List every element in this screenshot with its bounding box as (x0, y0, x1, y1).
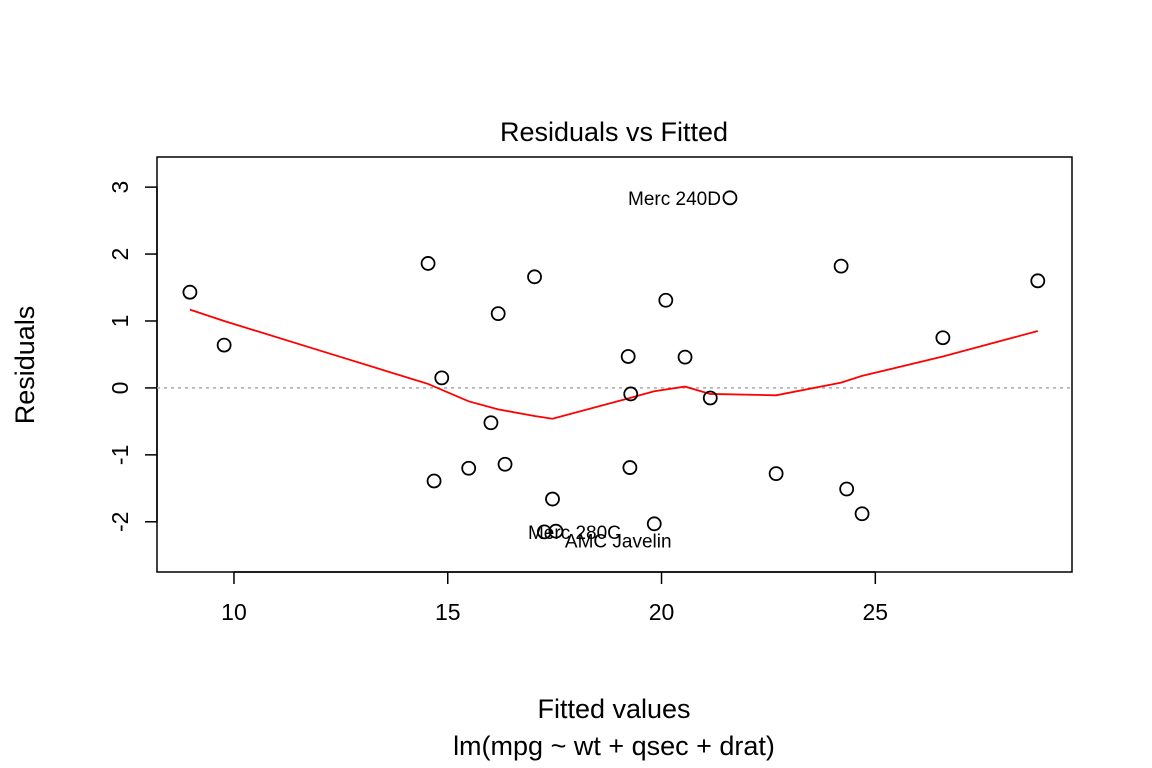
lowess-smoother-line (189, 308, 1039, 420)
y-tick-label: 0 (107, 382, 133, 395)
data-point (490, 306, 506, 322)
y-tick-label: -2 (107, 512, 133, 532)
data-point (722, 190, 738, 206)
data-point (833, 258, 849, 274)
data-point (426, 473, 442, 489)
point-label: Merc 240D (628, 189, 721, 210)
y-axis-label: Residuals (10, 306, 40, 425)
data-point (536, 524, 552, 540)
residual-points (182, 190, 1046, 540)
data-point (497, 456, 513, 472)
chart-title: Residuals vs Fitted (500, 117, 728, 147)
y-axis: -2 -1 0 1 2 3 (107, 181, 158, 532)
data-point (483, 415, 499, 431)
data-point (1030, 273, 1046, 289)
data-point (658, 292, 674, 308)
data-point (839, 481, 855, 497)
data-point (545, 491, 560, 507)
data-point (677, 349, 693, 365)
x-axis: 10 15 20 25 (221, 571, 889, 625)
plot-frame (156, 156, 1073, 573)
data-point (620, 349, 636, 364)
data-point (434, 370, 450, 386)
y-tick-label: 2 (107, 248, 133, 261)
data-point (623, 386, 639, 402)
point-label: Merc 280C (528, 523, 621, 544)
data-point (420, 256, 436, 271)
y-tick-label: 3 (107, 181, 133, 194)
x-tick-label: 20 (649, 599, 675, 625)
x-tick-label: 15 (435, 599, 461, 625)
data-point (646, 516, 662, 532)
data-point (854, 506, 870, 522)
y-tick-label: 1 (107, 315, 133, 328)
data-point (622, 460, 638, 475)
chart-subtitle: lm(mpg ~ wt + qsec + drat) (453, 731, 775, 761)
data-point (548, 523, 564, 539)
x-axis-label: Fitted values (537, 694, 690, 724)
y-tick-label: -1 (107, 445, 133, 465)
data-point (216, 337, 232, 353)
data-point (461, 460, 477, 476)
data-point (527, 269, 542, 285)
point-label: AMC Javelin (565, 532, 672, 553)
x-tick-label: 25 (863, 599, 889, 625)
data-point (935, 330, 951, 346)
data-point (702, 390, 718, 406)
data-point (182, 284, 198, 300)
data-point (768, 466, 784, 482)
x-tick-label: 10 (221, 599, 247, 625)
